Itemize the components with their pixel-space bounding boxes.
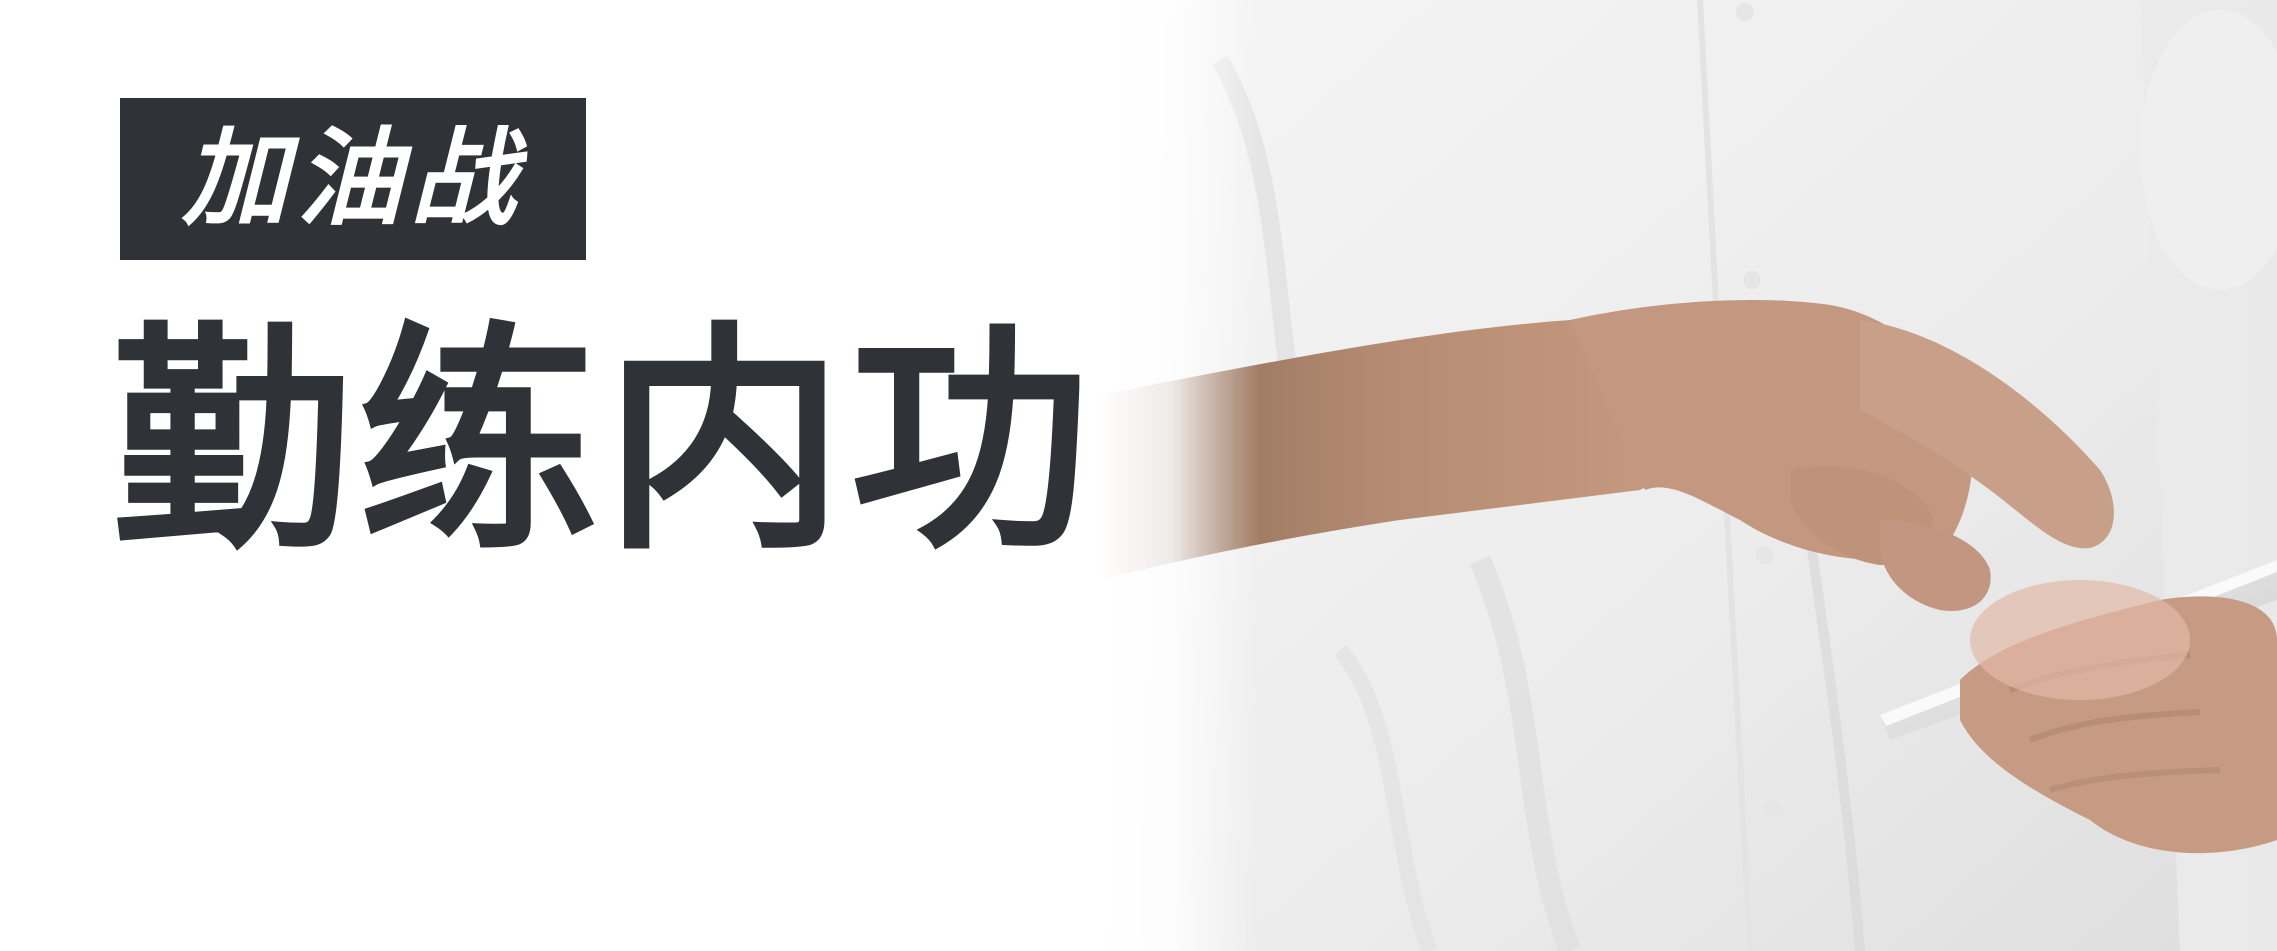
- person-using-smartphone-photo: [1100, 0, 2277, 951]
- tag-text: 加油战: [182, 117, 524, 240]
- photo-fade-overlay: [1100, 0, 1260, 951]
- headline: 勤练内功: [112, 302, 1097, 582]
- tag-label: 加油战: [120, 98, 586, 260]
